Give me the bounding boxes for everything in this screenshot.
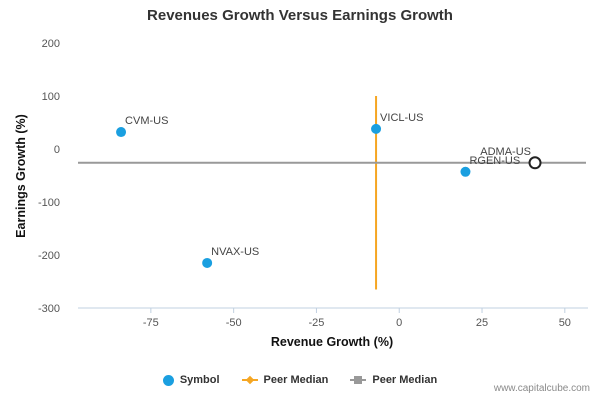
legend-label: Peer Median (263, 374, 329, 386)
y-tick-label: 200 (42, 38, 60, 50)
data-point-label: RGEN-US (469, 155, 520, 167)
x-tick-label: 50 (559, 317, 571, 329)
y-tick-label: -300 (38, 303, 60, 315)
legend-line-square-icon (350, 376, 367, 384)
data-point-label: CVM-US (125, 115, 168, 127)
data-point[interactable] (202, 257, 213, 268)
data-point[interactable] (371, 123, 382, 134)
legend-circle-icon (162, 374, 174, 386)
y-tick-label: 100 (42, 91, 60, 103)
y-axis-title: Earnings Growth (%) (14, 114, 28, 238)
y-tick-label: -200 (38, 250, 60, 262)
legend-item-symbol[interactable]: Symbol (162, 374, 220, 386)
chart-title: Revenues Growth Versus Earnings Growth (147, 7, 453, 24)
data-point-label: NVAX-US (211, 246, 259, 258)
x-tick-label: -50 (226, 317, 242, 329)
chart-legend: Symbol Peer Median Peer Median (0, 374, 600, 386)
x-tick-label: 0 (396, 317, 402, 329)
legend-label: Peer Median (372, 374, 438, 386)
x-tick-label: -25 (308, 317, 324, 329)
data-point-label: VICL-US (380, 112, 423, 124)
x-axis-title: Revenue Growth (%) (271, 335, 393, 349)
data-point[interactable] (460, 166, 471, 177)
y-tick-label: -100 (38, 197, 60, 209)
legend-item-peer-median-x[interactable]: Peer Median (241, 374, 329, 386)
x-tick-label: -75 (143, 317, 159, 329)
legend-line-diamond-icon (241, 375, 258, 385)
data-point-label: ADMA-US (480, 146, 531, 158)
y-tick-label: 0 (54, 144, 60, 156)
legend-label: Symbol (179, 374, 220, 386)
watermark: www.capitalcube.com (493, 383, 590, 394)
x-tick-label: 25 (476, 317, 488, 329)
data-point[interactable] (116, 127, 127, 138)
legend-item-peer-median-y[interactable]: Peer Median (350, 374, 437, 386)
data-point-highlighted[interactable] (528, 156, 542, 170)
